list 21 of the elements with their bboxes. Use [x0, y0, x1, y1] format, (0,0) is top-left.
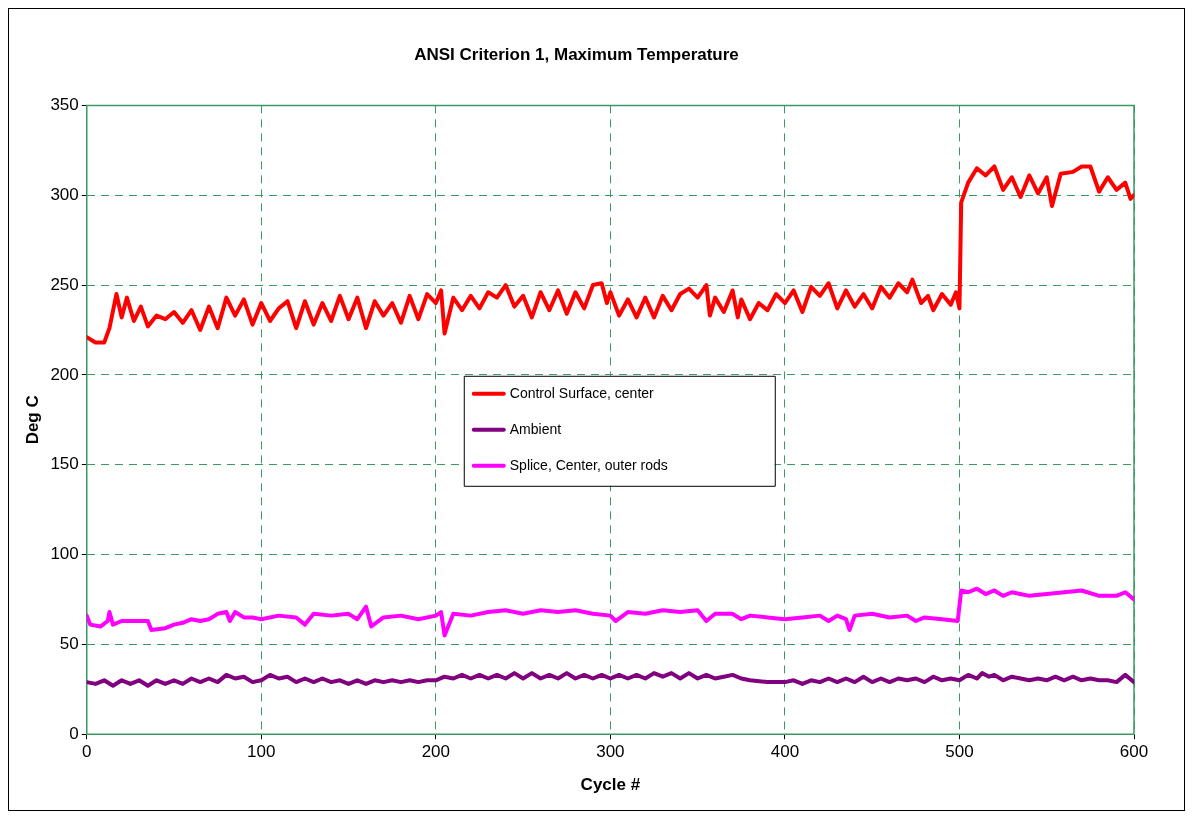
- y-axis-title: Deg C: [22, 395, 42, 445]
- legend-label: Splice, Center, outer rods: [509, 456, 668, 473]
- y-tick-label: 350: [50, 95, 79, 115]
- y-tick-label: 250: [50, 274, 79, 294]
- x-tick-label: 100: [247, 742, 276, 762]
- y-tick-label: 200: [50, 364, 79, 384]
- legend-label: Ambient: [509, 420, 562, 437]
- chart-title: ANSI Criterion 1, Maximum Temperature: [414, 44, 739, 64]
- x-axis-title: Cycle #: [580, 775, 641, 795]
- x-tick-label: 500: [945, 742, 974, 762]
- y-tick-label: 300: [50, 184, 79, 204]
- y-tick-label: 50: [59, 634, 79, 654]
- x-tick-label: 600: [1119, 742, 1149, 762]
- x-tick-label: 200: [421, 742, 451, 762]
- y-tick-label: 150: [50, 454, 79, 474]
- y-tick-label: 100: [50, 544, 79, 564]
- x-tick-label: 300: [596, 742, 625, 762]
- x-tick-label: 0: [82, 742, 92, 762]
- x-tick-label: 400: [770, 742, 800, 762]
- y-tick-label: 0: [69, 723, 79, 743]
- legend-label: Control Surface, center: [509, 384, 655, 401]
